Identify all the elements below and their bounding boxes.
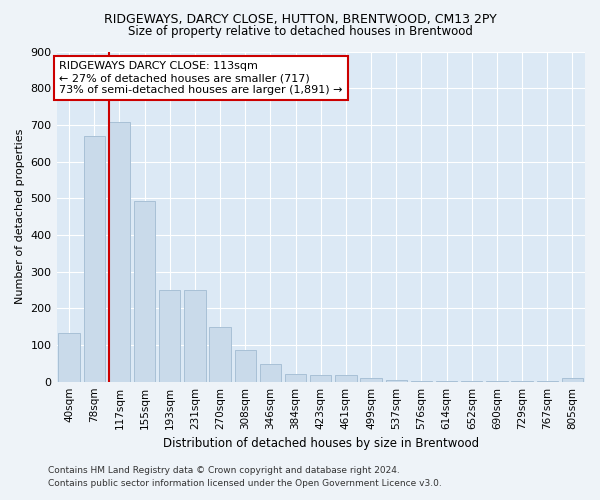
Bar (436, 381, 457, 382)
X-axis label: Distribution of detached houses by size in Brentwood: Distribution of detached houses by size … (163, 437, 479, 450)
Bar (235, 350, 256, 382)
Bar (461, 381, 482, 382)
Bar (511, 381, 533, 382)
Bar (335, 375, 356, 382)
Text: RIDGEWAYS, DARCY CLOSE, HUTTON, BRENTWOOD, CM13 2PY: RIDGEWAYS, DARCY CLOSE, HUTTON, BRENTWOO… (104, 12, 496, 26)
Bar (159, 290, 181, 382)
Bar (58, 333, 80, 382)
Bar (411, 381, 432, 382)
Bar (209, 326, 231, 382)
Bar (386, 380, 407, 382)
Bar (562, 378, 583, 382)
Bar (109, 122, 130, 382)
Bar (361, 378, 382, 382)
Text: RIDGEWAYS DARCY CLOSE: 113sqm
← 27% of detached houses are smaller (717)
73% of : RIDGEWAYS DARCY CLOSE: 113sqm ← 27% of d… (59, 62, 343, 94)
Bar (184, 290, 206, 382)
Y-axis label: Number of detached properties: Number of detached properties (15, 129, 25, 304)
Bar (285, 374, 307, 382)
Bar (260, 364, 281, 382)
Bar (83, 136, 105, 382)
Bar (134, 201, 155, 382)
Text: Size of property relative to detached houses in Brentwood: Size of property relative to detached ho… (128, 25, 472, 38)
Bar (310, 375, 331, 382)
Text: Contains HM Land Registry data © Crown copyright and database right 2024.
Contai: Contains HM Land Registry data © Crown c… (48, 466, 442, 487)
